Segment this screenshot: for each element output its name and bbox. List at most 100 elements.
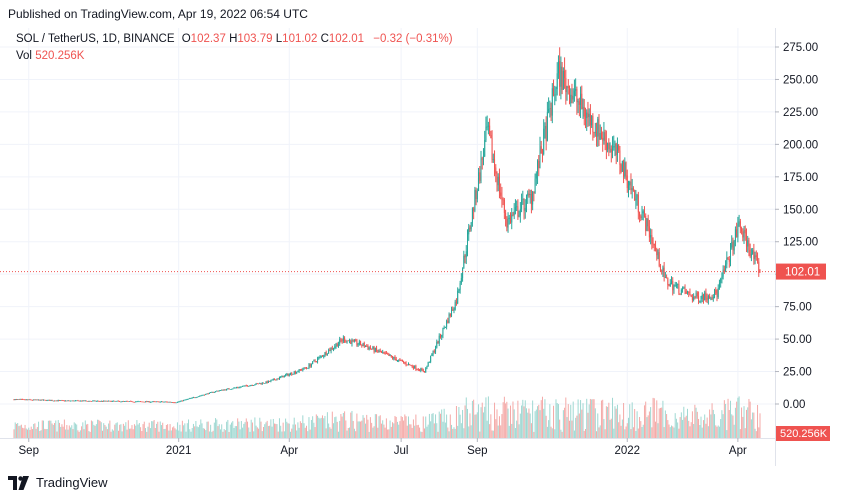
candle-body [115, 401, 117, 402]
candle-body [258, 383, 260, 385]
brand[interactable]: TradingView [8, 475, 108, 490]
candle-body [356, 340, 358, 345]
volume-bar [535, 409, 537, 438]
candle-body [234, 387, 236, 389]
candle-body [22, 399, 24, 401]
candle-body [743, 229, 745, 238]
candle-body [203, 394, 205, 396]
candle-body [286, 373, 288, 375]
volume-bar [677, 422, 679, 438]
volume-bar [336, 421, 338, 438]
volume-bar [404, 414, 406, 438]
candle-body [259, 383, 261, 385]
candle-body [448, 314, 450, 323]
volume-bar [667, 420, 669, 438]
candle-body [288, 374, 290, 376]
volume-bar [355, 431, 357, 438]
candle-body [357, 344, 359, 346]
volume-bar [566, 417, 568, 438]
volume-bar [449, 414, 451, 438]
volume-bar [615, 408, 617, 438]
volume-bar [264, 424, 266, 438]
candle-body [31, 399, 33, 401]
volume-bar [217, 426, 219, 438]
volume-bar [516, 420, 518, 438]
candle-body [523, 198, 525, 211]
volume-bar [629, 404, 631, 438]
candle-body [153, 401, 155, 403]
volume-bar [97, 419, 99, 438]
candle-body [565, 77, 567, 93]
volume-bar [22, 427, 24, 438]
volume-bar [696, 411, 698, 438]
volume-bar [395, 416, 397, 438]
volume-bar [471, 400, 473, 438]
candle-body [694, 297, 696, 298]
volume-bar [98, 419, 100, 438]
candle-body [591, 116, 593, 126]
volume-bar [610, 418, 612, 438]
candle-body [15, 399, 17, 401]
volume-bar [147, 426, 149, 438]
candles [13, 47, 761, 404]
candle-body [600, 133, 602, 138]
volume-bar [151, 421, 153, 438]
volume-bar [270, 419, 272, 438]
volume-bar [89, 431, 91, 438]
candle-body [158, 401, 160, 403]
legend-volume: Vol 520.256K [16, 50, 84, 62]
candle-body [421, 368, 423, 370]
volume-bar [183, 425, 185, 438]
candle-body [261, 382, 263, 385]
candle-body [44, 399, 46, 401]
candle-body [538, 160, 540, 169]
volume-bar [593, 399, 595, 438]
candle-body [567, 86, 569, 88]
candle-body [728, 259, 730, 262]
y-tick-label: 250.00 [783, 74, 818, 86]
volume-bar [597, 413, 599, 438]
candle-body [17, 399, 19, 401]
volume-bar [86, 424, 88, 438]
legend-symbol[interactable]: SOL / TetherUS, 1D, BINANCE [16, 33, 175, 45]
candle-body [707, 296, 709, 300]
volume-bar [476, 412, 478, 438]
volume-bar [541, 396, 543, 438]
volume-bar [657, 423, 659, 438]
candle-body [561, 66, 563, 90]
candle-body [213, 391, 215, 393]
last-volume-tag [776, 426, 830, 441]
candle-body [33, 399, 35, 401]
candle-body [695, 292, 697, 298]
candle-body [56, 400, 58, 402]
volume-bar [25, 428, 27, 438]
candle-body [235, 387, 237, 389]
volume-bar [421, 431, 423, 438]
candle-body [293, 371, 295, 375]
volume-bar [648, 411, 650, 438]
candle-body [656, 248, 658, 256]
volume-bar [249, 431, 251, 438]
candle-body [299, 369, 301, 370]
volume-bar [281, 431, 283, 438]
candle-body [156, 401, 158, 403]
volume-bar [189, 429, 191, 438]
candle-body [308, 364, 310, 368]
volume-bar [131, 425, 133, 438]
volume-bar [286, 421, 288, 438]
candle-body [559, 61, 561, 87]
candle-body [575, 89, 577, 91]
candle-body [129, 401, 131, 402]
volume-bar [532, 400, 534, 438]
volume-bar [385, 418, 387, 438]
candle-body [706, 297, 708, 300]
chart-canvas[interactable]: 275.00 250.00 225.00 200.00 175.00 150.00 125.… [0, 28, 850, 466]
volume-bar [57, 420, 59, 438]
candle-body [188, 398, 190, 400]
volume-bar [642, 424, 644, 438]
candle-body [99, 401, 101, 403]
volume-bar [596, 431, 598, 438]
volume-bar [668, 424, 670, 438]
volume-bar [106, 429, 108, 438]
candle-body [725, 264, 727, 272]
